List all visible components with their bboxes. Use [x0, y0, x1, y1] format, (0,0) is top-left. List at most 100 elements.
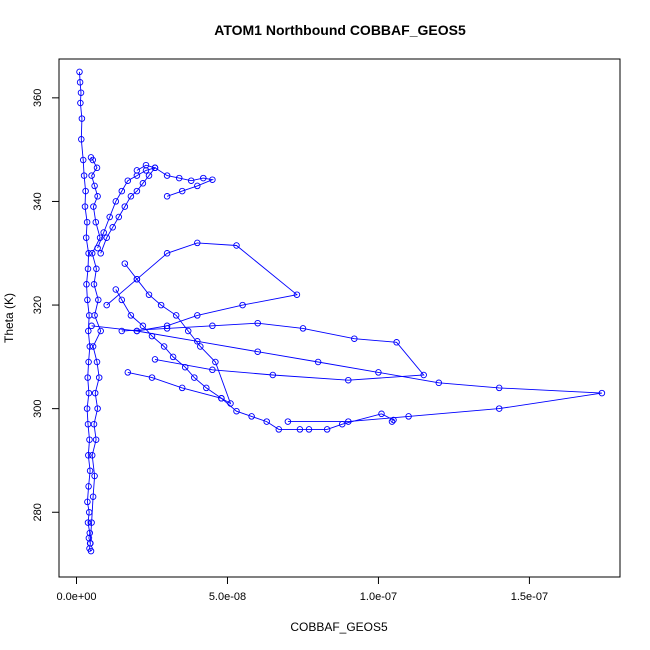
data-point	[148, 332, 156, 340]
series-line	[121, 322, 425, 381]
data-point	[112, 286, 120, 293]
data-point	[420, 371, 427, 379]
data-point	[345, 376, 352, 384]
series-profile-descent-1	[76, 68, 95, 555]
data-point	[81, 203, 89, 210]
y-tick-label: 360	[32, 89, 44, 107]
data-point	[388, 418, 396, 425]
data-point	[133, 275, 141, 283]
data-point	[269, 371, 277, 379]
data-point	[86, 540, 94, 547]
data-point	[94, 244, 101, 252]
data-point	[82, 187, 89, 195]
data-point	[254, 319, 261, 327]
data-point	[133, 187, 141, 195]
data-point	[175, 174, 183, 182]
y-tick-label: 300	[32, 399, 44, 417]
data-point	[200, 174, 207, 182]
data-point	[212, 358, 219, 366]
series-excursion-long	[118, 319, 427, 384]
data-point	[293, 291, 301, 298]
x-tick-label: 5.0e-08	[209, 591, 246, 603]
data-point	[299, 325, 307, 332]
data-point	[178, 384, 186, 392]
data-point	[284, 418, 292, 425]
data-point	[106, 213, 113, 221]
data-point	[169, 353, 177, 361]
data-point	[172, 312, 180, 319]
data-point	[84, 265, 92, 273]
data-point	[160, 343, 168, 350]
data-point	[79, 156, 87, 164]
series-line	[127, 371, 395, 430]
series-line	[115, 263, 232, 405]
data-point	[87, 154, 95, 161]
data-point	[194, 312, 201, 319]
data-point	[163, 325, 171, 332]
data-point	[139, 180, 147, 187]
data-point	[118, 327, 126, 335]
data-point	[115, 213, 123, 221]
data-point	[118, 296, 126, 304]
data-point	[77, 89, 85, 96]
data-point	[148, 374, 156, 381]
data-point	[181, 363, 189, 371]
data-point	[109, 224, 116, 231]
data-point	[178, 187, 186, 195]
data-point	[94, 193, 101, 200]
data-point	[89, 493, 97, 500]
data-point	[97, 250, 104, 257]
data-point	[435, 379, 443, 387]
data-point	[375, 369, 382, 376]
data-point	[103, 234, 110, 241]
data-point	[598, 389, 606, 397]
data-point	[84, 519, 92, 526]
data-point	[127, 312, 135, 319]
plot-frame	[58, 58, 621, 578]
data-point	[405, 413, 412, 420]
data-point	[323, 426, 331, 433]
data-point	[163, 250, 171, 257]
data-point	[390, 416, 397, 424]
data-point	[118, 187, 126, 195]
x-axis: 0.0e+00 5.0e-08 1.0e-07 1.5e-07	[56, 577, 548, 603]
data-point	[218, 395, 225, 402]
data-point	[227, 400, 234, 407]
series-line	[91, 325, 602, 423]
data-point	[86, 436, 93, 443]
data-point	[87, 547, 95, 555]
data-point	[77, 99, 84, 107]
data-point	[88, 452, 96, 459]
data-point	[88, 322, 95, 330]
data-point	[263, 418, 270, 425]
data-point	[78, 136, 85, 143]
data-point	[85, 327, 92, 335]
data-point	[194, 239, 201, 247]
data-point	[495, 384, 503, 392]
data-point	[95, 374, 103, 381]
data-point	[84, 296, 91, 304]
x-tick-label: 0.0e+00	[56, 591, 96, 603]
data-point	[85, 358, 92, 366]
data-point	[163, 172, 171, 179]
data-point	[78, 115, 86, 122]
data-point	[139, 322, 147, 330]
data-point	[97, 327, 104, 335]
data-point	[93, 164, 101, 172]
data-point	[151, 164, 159, 172]
data-point	[314, 358, 322, 366]
data-point	[495, 405, 503, 412]
x-tick-label: 1.5e-07	[511, 591, 548, 603]
data-point	[142, 161, 150, 169]
y-axis-label: Theta (K)	[2, 293, 16, 343]
data-point	[93, 358, 101, 366]
chart-title: ATOM1 Northbound COBBAF_GEOS5	[214, 22, 466, 38]
data-point	[338, 420, 346, 428]
data-point	[194, 182, 201, 190]
data-point	[233, 242, 240, 249]
data-point	[209, 322, 216, 330]
data-point	[93, 265, 100, 273]
data-point	[112, 198, 120, 205]
data-point	[145, 291, 153, 298]
